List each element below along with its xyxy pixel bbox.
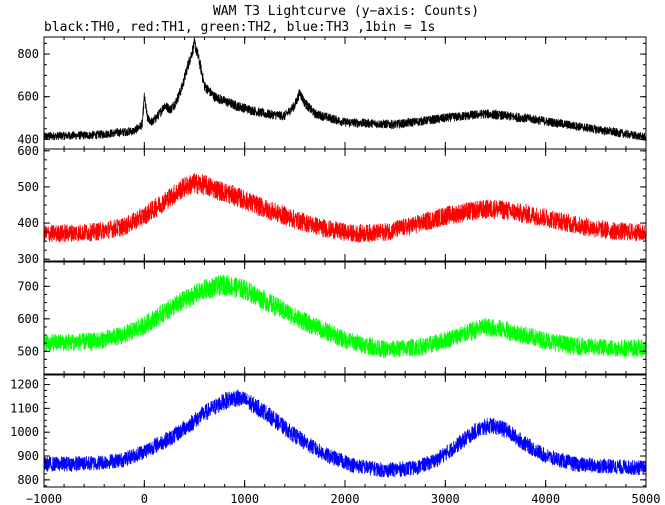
x-tick-label: 0 xyxy=(141,492,148,505)
x-tick-label: 5000 xyxy=(632,492,661,505)
panel-th3: 800 900 1000 1100 1200 xyxy=(10,374,647,488)
x-tick-label: 3000 xyxy=(431,492,460,505)
series-line-th3 xyxy=(44,389,646,479)
y-tick-label-th3: 800 xyxy=(17,473,39,487)
x-tick-label: 1000 xyxy=(230,492,259,505)
y-tick-label-th2: 600 xyxy=(17,312,39,326)
y-tick-label-th1: 600 xyxy=(17,144,39,158)
y-tick-label-th0: 400 xyxy=(17,132,39,146)
panel-frame-th1 xyxy=(43,148,647,262)
chart-title: WAM T3 Lightcurve (y−axis: Counts) xyxy=(213,4,479,19)
y-tick-label-th1: 400 xyxy=(17,216,39,230)
chart-subtitle: black:TH0, red:TH1, green:TH2, blue:TH3 … xyxy=(44,20,435,35)
y-tick-label-th0: 600 xyxy=(17,90,39,104)
x-tick-label: 4000 xyxy=(531,492,560,505)
y-tick-label-th0: 800 xyxy=(17,47,39,61)
y-tick-label-th2: 500 xyxy=(17,344,39,358)
y-tick-label-th3: 900 xyxy=(17,449,39,463)
series-line-th1 xyxy=(44,173,646,243)
y-tick-label-th2: 700 xyxy=(17,279,39,293)
x-tick-label: 2000 xyxy=(331,492,360,505)
panel-th1: 300 400 500 600 xyxy=(17,144,647,266)
y-tick-label-th3: 1000 xyxy=(10,425,39,439)
series-line-th2 xyxy=(44,274,646,359)
y-tick-label-th1: 500 xyxy=(17,180,39,194)
y-tick-label-th3: 1200 xyxy=(10,378,39,392)
panels-group: 4006008003004005006005006007008009001000… xyxy=(10,36,647,488)
y-tick-label-th1: 300 xyxy=(17,252,39,266)
x-tick-label: −1000 xyxy=(26,492,62,505)
panel-th2: 500 600 700 xyxy=(17,261,647,375)
panel-th0: 400 600 800 xyxy=(17,36,647,150)
y-tick-label-th3: 1100 xyxy=(10,401,39,415)
panel-frame-th2 xyxy=(43,261,647,375)
panel-frame-th3 xyxy=(43,374,647,488)
series-line-th0 xyxy=(44,37,646,142)
x-axis-tick-labels: −1000 0 1000 2000 3000 4000 5000 xyxy=(26,492,661,505)
